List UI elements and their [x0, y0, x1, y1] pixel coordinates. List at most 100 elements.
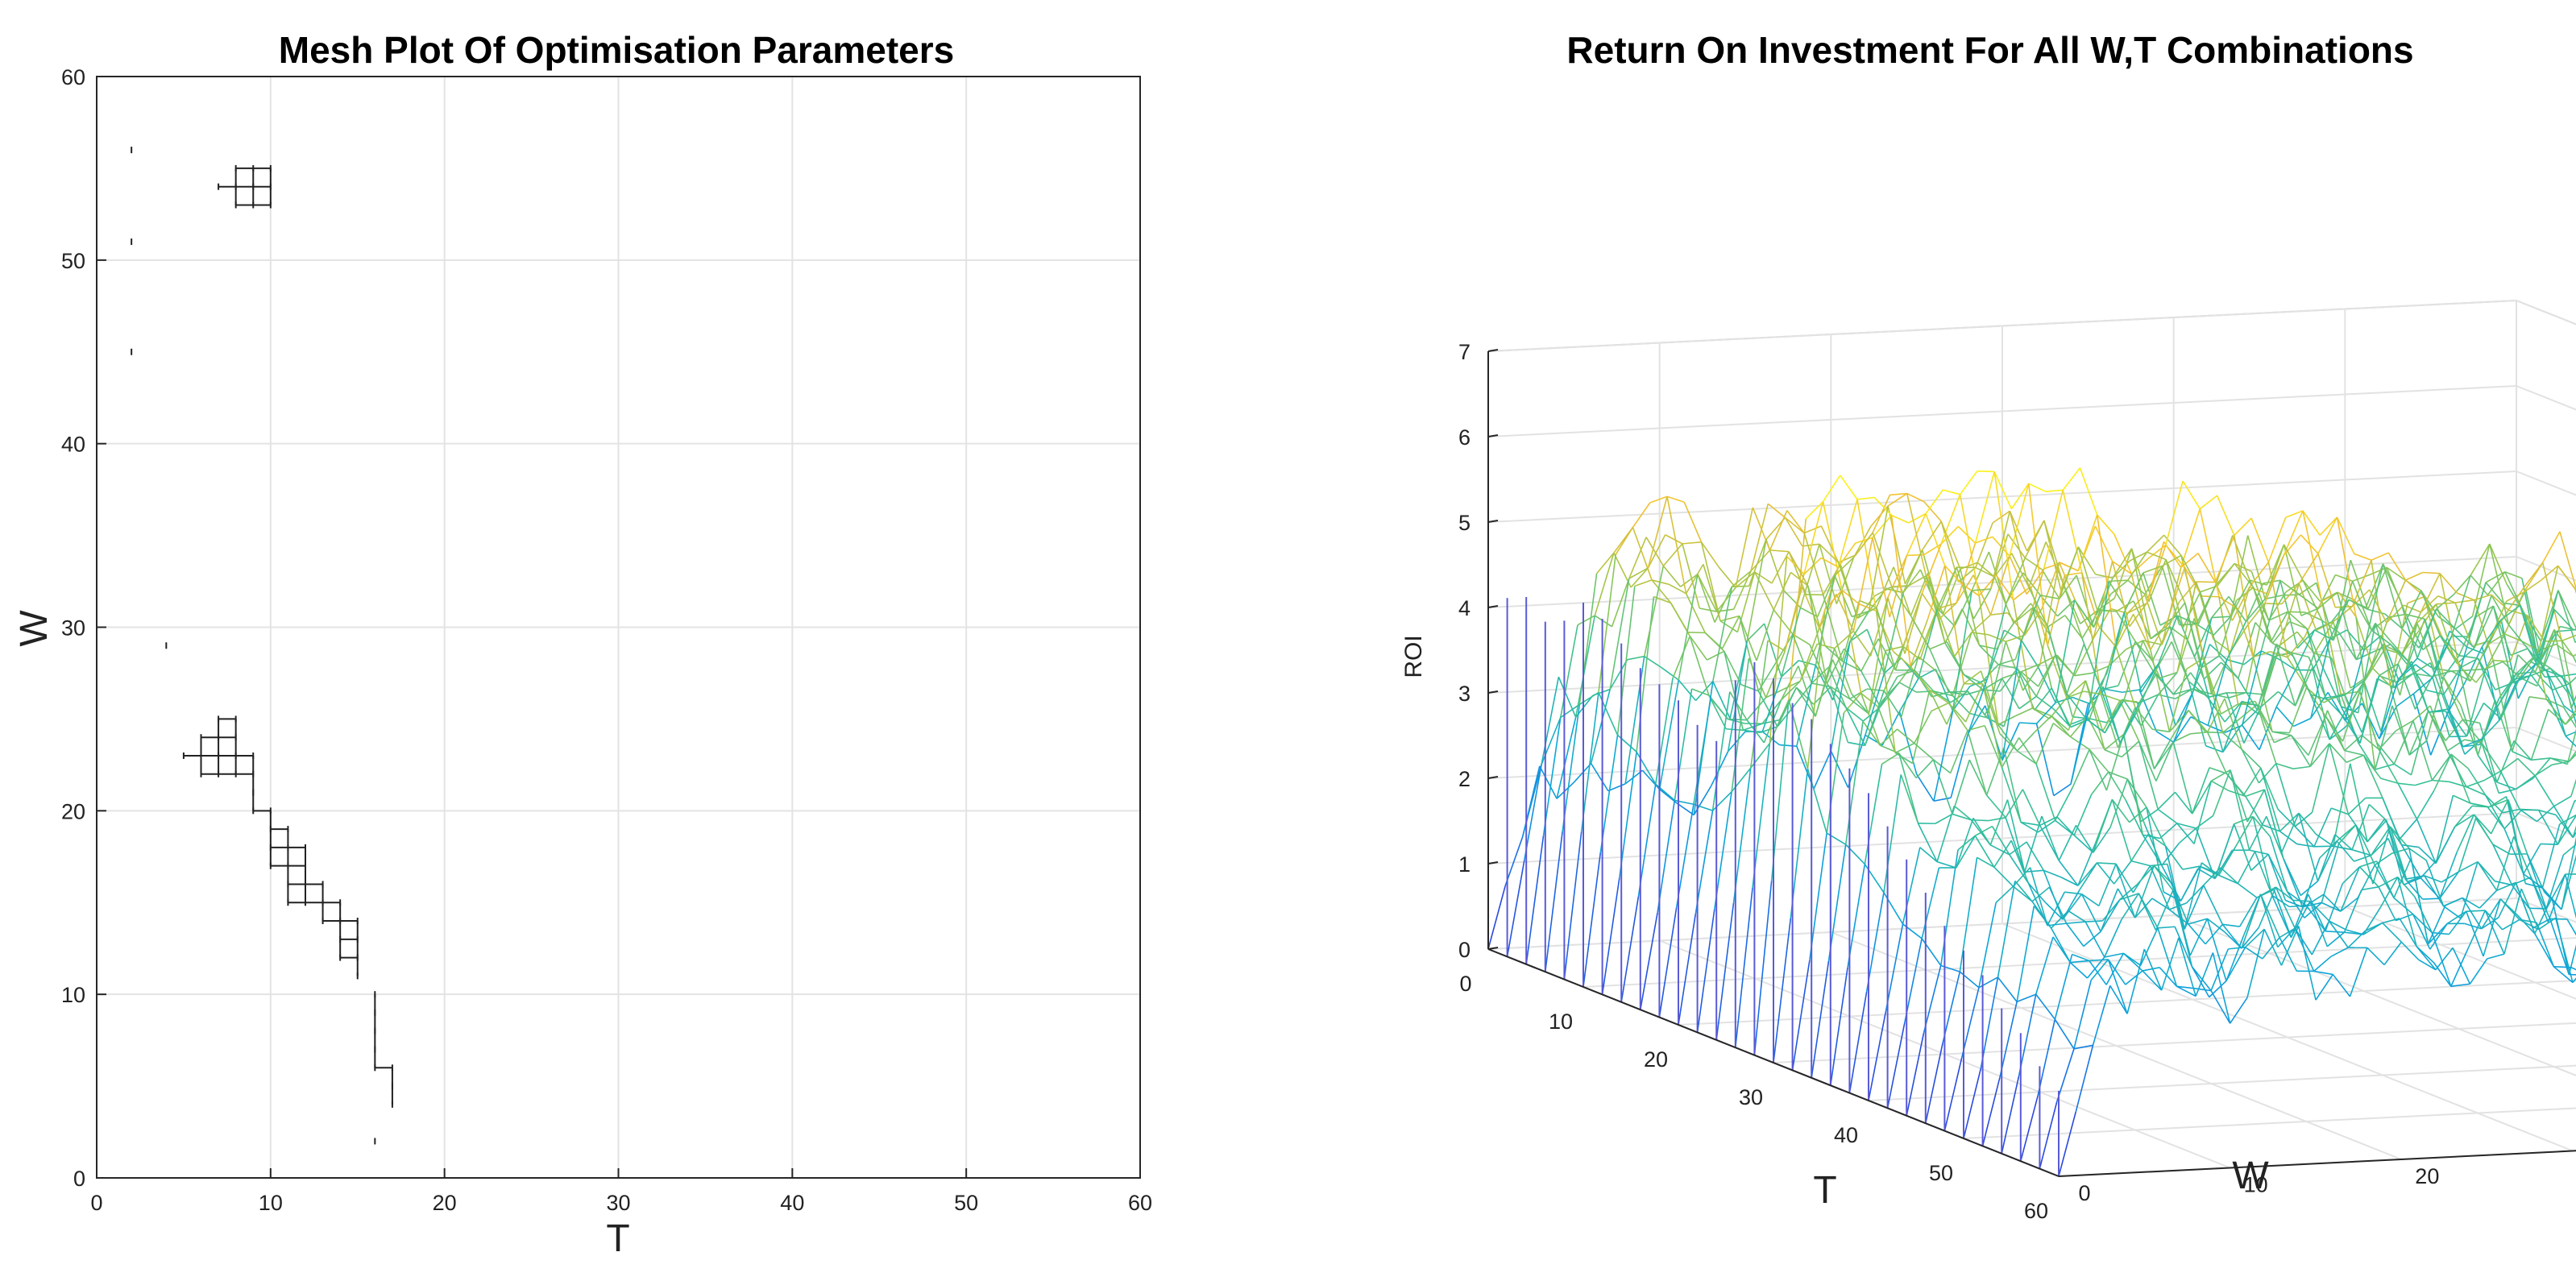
roi-surface-line	[2222, 701, 2243, 753]
roi-surface-line	[2487, 633, 2505, 645]
left-mesh-segments	[183, 167, 393, 1105]
roi-surface-line	[2027, 882, 2047, 903]
roi-surface-line	[1765, 650, 1786, 699]
roi-surface-line	[2065, 923, 2084, 947]
roi-surface-line	[2296, 843, 2315, 848]
roi-surface-line	[1974, 835, 1995, 868]
roi-surface-line	[2055, 819, 2075, 836]
roi-surface-line	[2470, 543, 2491, 576]
roi-surface-line	[2239, 703, 2258, 719]
roi-surface-line	[2371, 629, 2391, 645]
roi-surface-line	[1815, 575, 1836, 665]
roi-surface-line	[2371, 552, 2389, 562]
roi-surface-line	[2161, 843, 2180, 866]
roi-surface-line	[2172, 889, 2193, 968]
right-roi-axis-label: ROI	[1400, 635, 1427, 678]
roi-surface-line	[2021, 663, 2041, 673]
roi-surface-line	[1952, 694, 1971, 715]
roi-surface-line	[1898, 711, 1918, 775]
right-z-tick-label: 1	[1458, 852, 1471, 877]
roi-surface-line	[2361, 734, 2379, 750]
roi-surface-line	[2466, 786, 2486, 796]
roi-surface-line	[2066, 644, 2085, 694]
roi-surface-line	[2454, 616, 2474, 630]
roi-surface-line	[2180, 555, 2201, 593]
roi-surface-line	[2108, 771, 2128, 780]
roi-surface-line	[2396, 913, 2413, 922]
roi-surface-line	[1999, 1001, 2018, 1078]
right-t-gridline	[1678, 979, 2576, 1026]
roi-surface-line	[1830, 641, 1851, 752]
roi-surface-line	[1891, 514, 1910, 524]
roi-surface-line	[1999, 668, 2018, 692]
roi-surface-line	[2035, 695, 2055, 710]
left-y-axis-label: W	[13, 610, 56, 647]
roi-surface-line	[1860, 670, 1881, 707]
roi-surface-line	[2111, 798, 2130, 823]
roi-surface-line	[1637, 784, 1657, 897]
roi-surface-line	[1852, 532, 1873, 558]
roi-surface-line	[1542, 717, 1562, 836]
roi-surface-line	[2538, 566, 2559, 651]
roi-surface-line	[1957, 525, 1977, 544]
roi-surface-line	[2383, 941, 2402, 965]
roi-surface-line	[2565, 708, 2576, 725]
roi-surface-line	[2053, 783, 2072, 797]
roi-surface-line	[2161, 602, 2180, 645]
roi-surface-line	[2317, 553, 2336, 608]
roi-surface-line	[1841, 600, 1860, 661]
roi-surface-line	[2447, 646, 2468, 713]
roi-surface-line	[2165, 480, 2184, 545]
roi-surface-line	[2073, 835, 2094, 853]
roi-surface-line	[2408, 848, 2427, 861]
roi-surface-line	[2445, 719, 2463, 741]
roi-surface-line	[2159, 967, 2178, 987]
roi-surface-line	[2380, 663, 2399, 732]
mesh-plot-chart: Mesh Plot Of Optimisation Parameters 0 10…	[13, 29, 1152, 1260]
roi-surface-line	[2143, 823, 2163, 866]
roi-surface-line	[2424, 875, 2445, 907]
roi-surface-line	[2287, 891, 2305, 918]
roi-surface-line	[1925, 513, 1946, 566]
roi-surface-line	[2309, 694, 2330, 740]
roi-surface-line	[2351, 804, 2371, 850]
roi-surface-line	[2431, 932, 2452, 987]
roi-surface-line	[1732, 768, 1752, 904]
roi-surface-line	[1921, 544, 1942, 594]
roi-surface-line	[1952, 759, 1971, 815]
roi-surface-line	[2279, 579, 2300, 595]
roi-surface-line	[1777, 686, 1798, 728]
roi-surface-line	[1887, 492, 1908, 507]
roi-surface-line	[2260, 768, 2281, 832]
roi-surface-line	[1719, 615, 1740, 622]
roi-surface-line	[1628, 537, 1647, 579]
left-y-tick-label: 0	[73, 1167, 85, 1191]
roi-surface-line	[2386, 604, 2404, 624]
roi-surface-line	[2068, 680, 2087, 731]
roi-surface-line	[2292, 899, 2311, 902]
roi-surface-line	[2154, 672, 2174, 695]
roi-surface-line	[2180, 508, 2201, 568]
roi-surface-line	[1791, 960, 1811, 1071]
roi-surface-line	[2333, 845, 2353, 851]
roi-surface-line	[1820, 557, 1839, 568]
roi-surface-line	[2142, 970, 2163, 991]
roi-surface-line	[2034, 687, 2052, 711]
roi-surface-line	[2271, 731, 2292, 736]
roi-surface-line	[2188, 681, 2209, 698]
roi-surface-line	[2193, 987, 2212, 992]
roi-surface-line	[2573, 653, 2576, 657]
roi-surface-line	[2545, 854, 2565, 910]
roi-surface-line	[1977, 470, 1995, 473]
roi-surface-line	[2545, 873, 2566, 910]
roi-surface-line	[2168, 909, 2189, 925]
roi-surface-line	[2517, 654, 2536, 673]
roi-surface-line	[2386, 566, 2404, 580]
roi-surface-line	[2329, 920, 2347, 931]
roi-surface-line	[2172, 692, 2194, 743]
roi-surface-line	[1662, 565, 1682, 587]
roi-surface-chart: Return On Investment For All W,T Combina…	[1400, 29, 2576, 1223]
roi-surface-line	[2336, 824, 2357, 842]
roi-surface-line	[1728, 718, 1748, 721]
left-grid	[96, 76, 1141, 1179]
